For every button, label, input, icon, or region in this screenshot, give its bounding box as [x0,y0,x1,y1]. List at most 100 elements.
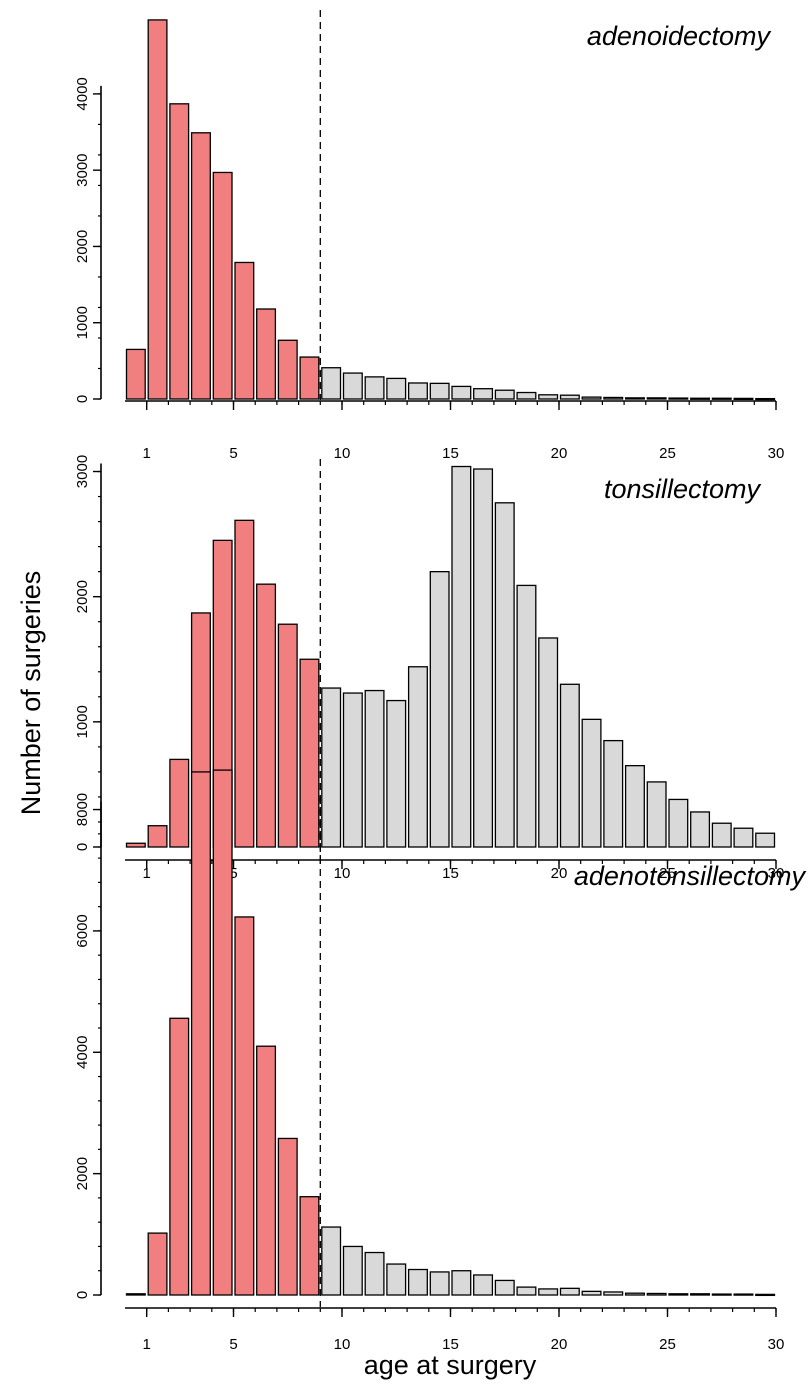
bar [581,1290,602,1296]
bar [429,571,450,848]
bar [603,739,624,848]
bar [538,637,559,848]
bar [516,584,537,848]
bar [125,842,146,848]
x-tick-label: 30 [768,1336,785,1353]
x-tick-label: 5 [229,445,237,462]
y-tick-label: 8000 [74,793,91,826]
x-tick-label: 20 [551,865,568,882]
bar [690,811,711,848]
bar [407,666,428,848]
panel-title: adenotonsillectomy [574,861,807,891]
bar [277,339,298,400]
x-tick-label: 25 [659,1336,676,1353]
x-tick-label: 30 [768,865,785,882]
bar [190,771,211,1296]
bar [256,583,277,848]
x-tick-label: 15 [442,1336,459,1353]
y-axis-title: Number of surgeries [16,571,46,816]
bar [668,1293,689,1296]
bar [624,1292,645,1296]
bar [581,396,602,400]
y-tick-label: 2000 [74,1157,91,1190]
bar [711,1293,732,1296]
bar [624,397,645,400]
bar [603,1291,624,1296]
bar [190,132,211,400]
bar [494,389,515,400]
panel-title: tonsillectomy [604,474,762,504]
x-tick-label: 10 [334,1336,351,1353]
bar [755,397,776,401]
x-tick-label: 15 [442,445,459,462]
bar [646,1292,667,1296]
bar [755,832,776,848]
bar [147,1232,168,1296]
x-tick-label: 30 [768,445,785,462]
bar [494,1279,515,1296]
bar [559,394,580,400]
bar [451,465,472,848]
x-tick-label: 1 [143,865,151,882]
bar [668,397,689,400]
bar [711,822,732,848]
bar [538,1288,559,1296]
bar [451,385,472,400]
bar [473,468,494,848]
bar [733,397,754,401]
x-tick-label: 1 [143,1336,151,1353]
bar [733,827,754,848]
bar [559,683,580,848]
bar [646,781,667,848]
bar [169,103,190,400]
bar [234,916,255,1296]
bar [342,1245,363,1296]
bar [125,1293,146,1296]
bar [668,798,689,848]
bar [147,825,168,848]
y-tick-label: 6000 [74,914,91,947]
bar [386,1263,407,1296]
x-tick-label: 20 [551,1336,568,1353]
y-tick-label: 3000 [74,455,91,488]
bar [212,769,233,1296]
y-tick-label: 0 [74,1291,91,1299]
bar [299,356,320,400]
bar [473,1274,494,1296]
x-tick-label: 10 [334,865,351,882]
bar [516,1286,537,1296]
bar [234,519,255,848]
bar [277,623,298,848]
bar [321,367,342,400]
y-tick-label: 0 [74,395,91,403]
bar [516,391,537,400]
y-tick-label: 3000 [74,153,91,186]
bar [277,1137,298,1296]
bar [125,348,146,400]
x-axis-title: age at surgery [364,1350,537,1380]
bar [559,1287,580,1296]
bar [581,718,602,848]
bar [147,19,168,400]
bar [256,308,277,400]
bar [321,1226,342,1296]
x-tick-label: 10 [334,445,351,462]
y-tick-label: 2000 [74,580,91,613]
bar [364,689,385,848]
panel-title: adenoidectomy [587,21,772,51]
x-tick-label: 15 [442,865,459,882]
bar [690,1293,711,1296]
bar [407,1268,428,1296]
bar [429,1271,450,1296]
bar [299,658,320,848]
y-tick-label: 1000 [74,306,91,339]
bar [538,394,559,400]
bar [342,692,363,848]
bar [407,382,428,400]
y-tick-label: 2000 [74,230,91,263]
x-tick-label: 20 [551,445,568,462]
